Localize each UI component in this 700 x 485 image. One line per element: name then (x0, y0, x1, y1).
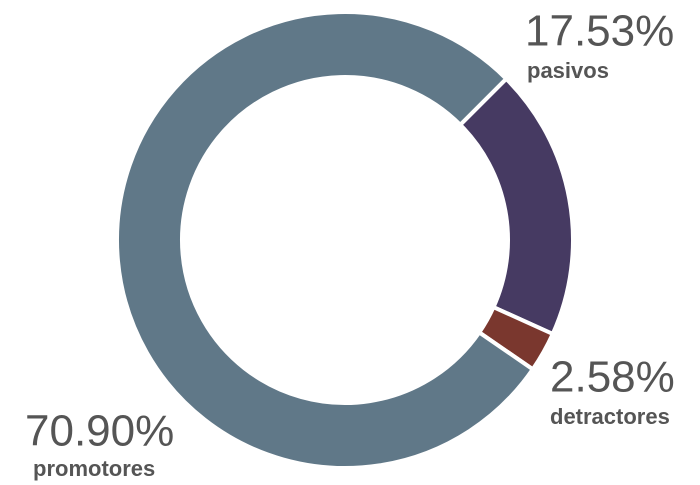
category-label: promotores (33, 456, 155, 481)
value-label: 17.53% (525, 7, 674, 56)
donut-slice (115, 10, 536, 470)
category-label: detractores (550, 404, 670, 429)
value-label: 2.58% (550, 353, 675, 402)
category-label: pasivos (527, 58, 609, 83)
value-label: 70.90% (25, 407, 174, 456)
donut-slice (457, 75, 575, 337)
